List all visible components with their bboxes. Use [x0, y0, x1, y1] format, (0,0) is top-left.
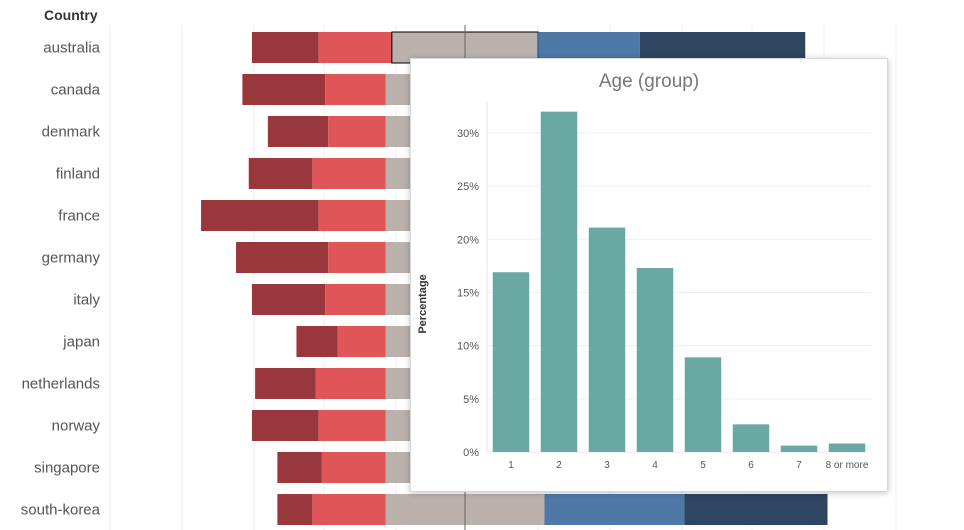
hist-bar-3	[588, 227, 626, 452]
country-label-denmark: denmark	[42, 124, 101, 141]
bar-japan-segment-2	[337, 326, 386, 357]
hist-x-tick-2: 3	[604, 460, 610, 471]
country-label-canada: canada	[51, 82, 101, 99]
country-label-norway: norway	[52, 418, 101, 435]
hist-y-tick-2: 10%	[457, 341, 479, 353]
bar-germany-segment-1	[236, 242, 329, 273]
hist-y-tick-6: 30%	[457, 128, 479, 140]
hist-x-tick-7: 8 or more	[826, 460, 869, 471]
hist-y-tick-0: 0%	[463, 447, 479, 459]
bar-south-korea-segment-5	[684, 494, 828, 525]
country-label-singapore: singapore	[34, 460, 100, 477]
hist-y-tick-1: 5%	[463, 394, 479, 406]
bar-australia-segment-2	[318, 32, 392, 63]
hist-bar-8-or-more	[828, 443, 866, 452]
hist-bar-2	[540, 111, 578, 453]
bar-japan-segment-1	[296, 326, 338, 357]
age-histogram: 0% 5% 10% 15% 20% 25% 30% 1 2 3 4 5 6 7 8 or more	[457, 101, 871, 471]
bar-canada-segment-2	[325, 74, 386, 105]
hist-x-tick-0: 1	[508, 460, 514, 471]
bar-south-korea-segment-2	[312, 494, 386, 525]
bar-netherlands-segment-2	[315, 368, 386, 399]
bar-denmark-segment-2	[328, 116, 386, 147]
bar-finland-segment-2	[312, 158, 386, 189]
bar-singapore-segment-2	[321, 452, 386, 483]
hist-bar-5	[684, 357, 722, 452]
hist-x-tick-1: 2	[556, 460, 562, 471]
bar-norway-segment-1	[251, 410, 319, 441]
column-header-country: Country	[44, 7, 98, 23]
country-label-germany: germany	[42, 250, 101, 267]
bar-australia-segment-4	[538, 32, 640, 63]
bar-canada-segment-1	[242, 74, 326, 105]
bar-australia-segment-5	[639, 32, 806, 63]
country-label-italy: italy	[73, 292, 100, 309]
tooltip-title: Age (group)	[598, 71, 700, 92]
hist-y-tick-3: 15%	[457, 287, 479, 299]
country-label-netherlands: netherlands	[22, 376, 100, 393]
bar-italy-segment-2	[325, 284, 386, 315]
hist-x-tick-5: 6	[748, 460, 754, 471]
bar-south-korea-segment-4	[544, 494, 685, 525]
hist-bar-1	[492, 272, 530, 452]
hist-y-tick-5: 25%	[457, 181, 479, 193]
bar-france-segment-2	[318, 200, 386, 231]
hist-bar-4	[636, 267, 674, 452]
bar-france-segment-1	[201, 200, 319, 231]
hist-bar-6	[732, 424, 770, 452]
bar-germany-segment-2	[328, 242, 386, 273]
country-label-france: france	[58, 208, 100, 225]
hist-bar-7	[780, 445, 818, 452]
tooltip-age-group: Age (group) Percentage 0% 5% 10% 15% 20% 25% 3…	[410, 58, 888, 492]
bar-south-korea-segment-1	[277, 494, 313, 525]
bar-australia-segment-1	[251, 32, 319, 63]
hist-x-tick-4: 5	[700, 460, 706, 471]
bar-finland-segment-1	[248, 158, 313, 189]
bar-norway-segment-2	[318, 410, 386, 441]
country-label-australia: australia	[43, 40, 100, 57]
bar-denmark-segment-1	[267, 116, 329, 147]
hist-x-tick-3: 4	[652, 460, 658, 471]
country-label-finland: finland	[56, 166, 100, 183]
bar-netherlands-segment-1	[255, 368, 316, 399]
bar-singapore-segment-1	[277, 452, 322, 483]
hist-y-tick-4: 20%	[457, 234, 479, 246]
country-label-japan: japan	[62, 334, 100, 351]
hist-x-tick-6: 7	[796, 460, 802, 471]
bar-italy-segment-1	[251, 284, 326, 315]
country-label-south-korea: south-korea	[21, 502, 101, 519]
